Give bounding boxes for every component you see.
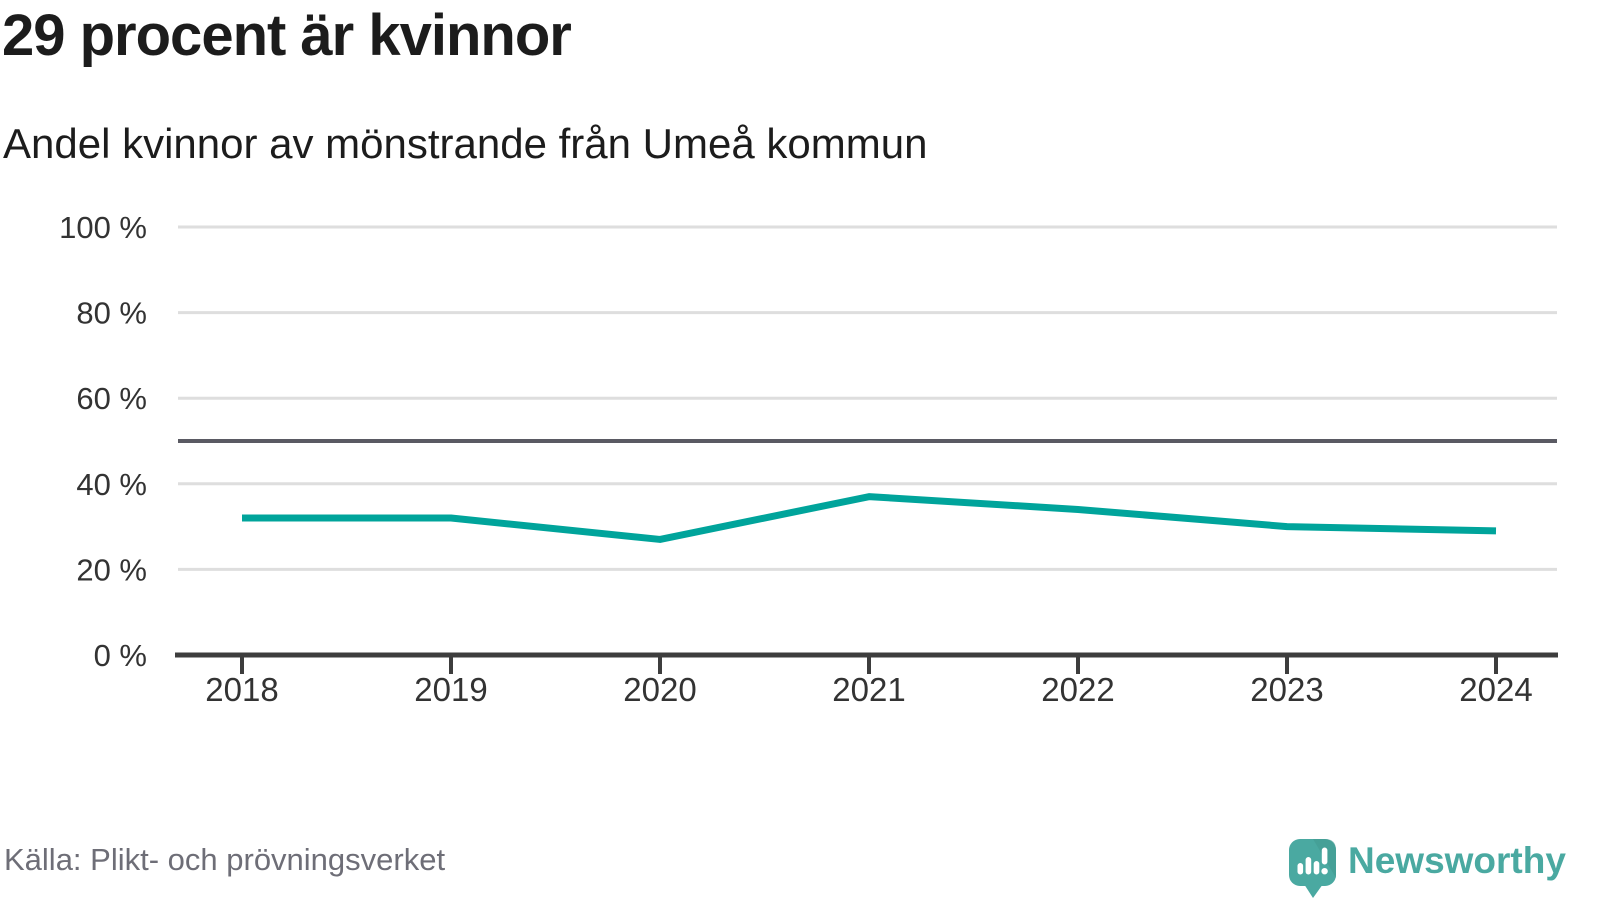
newsworthy-wordmark: Newsworthy <box>1348 840 1566 881</box>
x-axis-tick-label: 2022 <box>1041 671 1114 708</box>
x-axis-tick-label: 2024 <box>1459 671 1532 708</box>
y-axis-tick-label: 40 % <box>76 467 147 502</box>
logo-bar-2 <box>1305 857 1312 875</box>
x-axis-tick-label: 2023 <box>1250 671 1323 708</box>
data-line <box>242 493 1497 543</box>
y-axis-tick-label: 0 % <box>94 638 147 673</box>
newsworthy-logo: Newsworthy <box>1288 838 1566 900</box>
logo-bar-1 <box>1297 863 1304 875</box>
logo-exclamation-bar <box>1321 847 1328 865</box>
y-axis-tick-label: 20 % <box>76 552 147 587</box>
logo-bar-3 <box>1313 861 1320 875</box>
x-axis-tick-label: 2021 <box>832 671 905 708</box>
x-axis-tick-label: 2018 <box>205 671 278 708</box>
y-axis-tick-label: 60 % <box>76 381 147 416</box>
source-note: Källa: Plikt- och prövningsverket <box>4 842 446 877</box>
newsworthy-logo-icon <box>1289 839 1336 898</box>
chart-subtitle: Andel kvinnor av mönstrande från Umeå ko… <box>3 120 928 167</box>
x-axis-tick-label: 2019 <box>414 671 487 708</box>
y-axis-tick-label: 80 % <box>76 296 147 331</box>
y-axis-tick-label: 100 % <box>59 210 147 245</box>
x-axis-tick-label: 2020 <box>623 671 696 708</box>
logo-exclamation-dot <box>1321 868 1328 875</box>
chart-title: 29 procent är kvinnor <box>2 3 572 68</box>
